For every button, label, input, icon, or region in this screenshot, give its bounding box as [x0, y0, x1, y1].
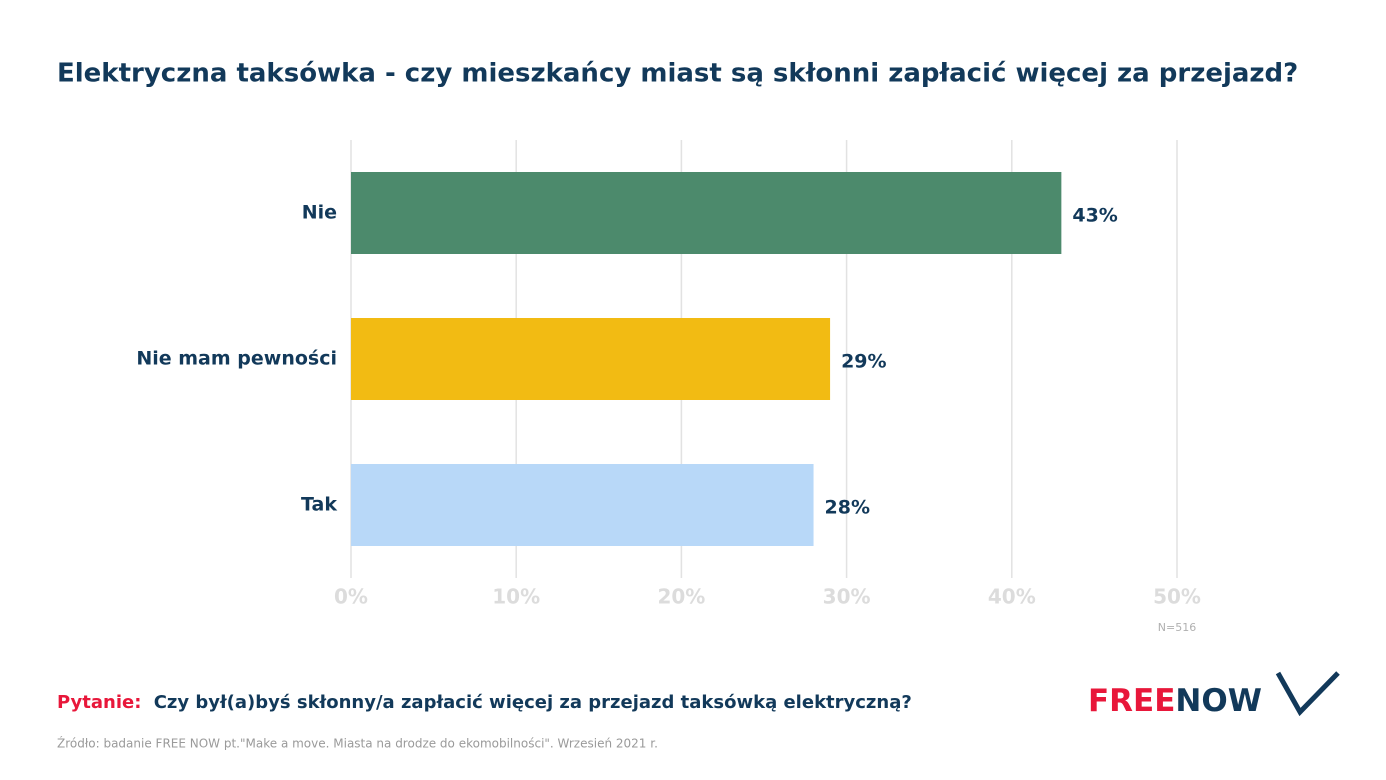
source: Źródło: badanie FREE NOW pt."Make a move… — [57, 736, 658, 751]
x-tick-label: 40% — [988, 585, 1036, 609]
question-label: Pytanie: — [57, 692, 141, 713]
y-tick-label: Nie — [302, 202, 337, 224]
question-text: Czy był(a)byś skłonny/a zapłacić więcej … — [154, 692, 912, 713]
x-tick-label: 50% — [1153, 585, 1201, 609]
x-tick-label: 30% — [823, 585, 871, 609]
y-tick-label: Nie mam pewności — [136, 348, 337, 370]
x-tick-label: 20% — [657, 585, 705, 609]
logo: FREENOW — [1088, 683, 1262, 719]
y-tick-label: Tak — [301, 494, 337, 516]
sample-note: N=516 — [1158, 621, 1196, 634]
chart-title: Elektryczna taksówka - czy mieszkańcy mi… — [57, 59, 1298, 89]
value-label: 43% — [1072, 205, 1117, 227]
question: Pytanie: Czy był(a)byś skłonny/a zapłaci… — [57, 692, 912, 713]
bar — [351, 464, 814, 546]
logo-free: FREE — [1088, 683, 1175, 719]
value-label: 28% — [825, 497, 870, 519]
logo-now: NOW — [1175, 683, 1262, 719]
logo-mark — [1275, 671, 1340, 717]
x-tick-label: 0% — [334, 585, 368, 609]
value-label: 29% — [841, 351, 886, 373]
x-tick-label: 10% — [492, 585, 540, 609]
bar — [351, 172, 1062, 254]
bar — [351, 318, 831, 400]
